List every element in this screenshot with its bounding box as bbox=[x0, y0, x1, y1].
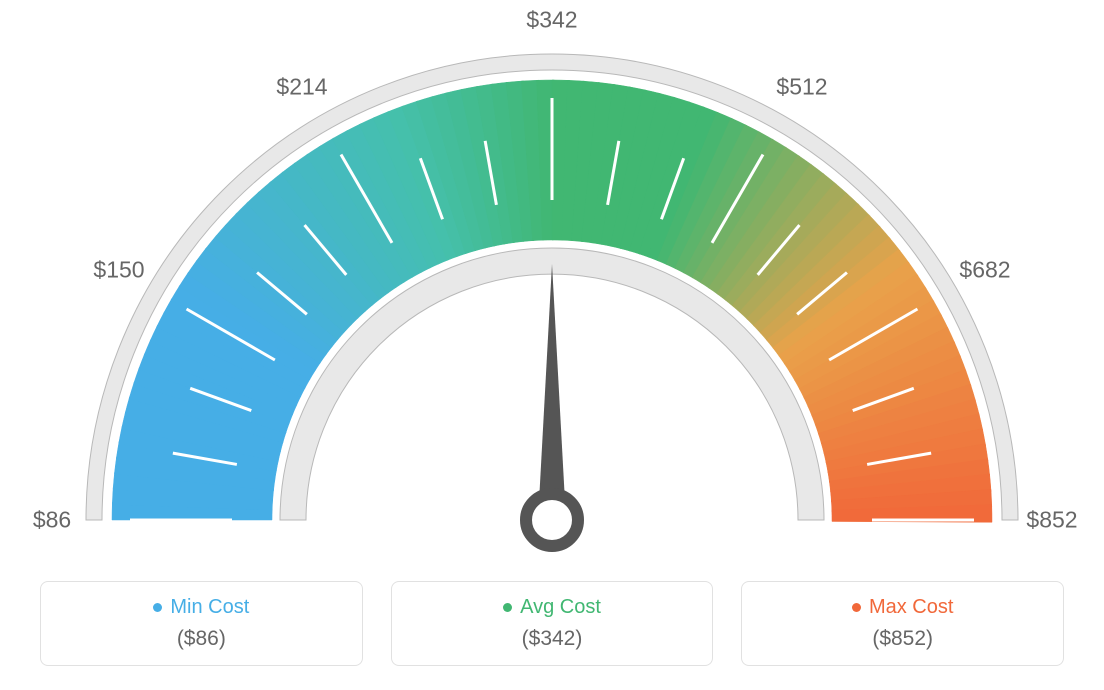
gauge-tick-label: $682 bbox=[959, 257, 1010, 284]
min-cost-label: Min Cost bbox=[170, 596, 249, 619]
max-cost-card: Max Cost ($852) bbox=[741, 581, 1064, 666]
gauge-tick-label: $150 bbox=[93, 257, 144, 284]
max-cost-value: ($852) bbox=[742, 627, 1063, 651]
gauge-tick-label: $214 bbox=[276, 73, 327, 100]
min-cost-value: ($86) bbox=[41, 627, 362, 651]
avg-dot-icon bbox=[503, 603, 512, 612]
max-dot-icon bbox=[852, 603, 861, 612]
avg-cost-card: Avg Cost ($342) bbox=[391, 581, 714, 666]
cost-gauge bbox=[0, 0, 1104, 570]
avg-cost-value: ($342) bbox=[392, 627, 713, 651]
min-cost-card: Min Cost ($86) bbox=[40, 581, 363, 666]
summary-cards: Min Cost ($86) Avg Cost ($342) Max Cost … bbox=[40, 581, 1064, 666]
max-cost-label: Max Cost bbox=[869, 596, 953, 619]
gauge-tick-label: $86 bbox=[33, 507, 71, 534]
avg-cost-label: Avg Cost bbox=[520, 596, 601, 619]
gauge-tick-label: $852 bbox=[1026, 507, 1077, 534]
gauge-tick-label: $342 bbox=[526, 7, 577, 34]
min-dot-icon bbox=[153, 603, 162, 612]
gauge-tick-label: $512 bbox=[776, 73, 827, 100]
